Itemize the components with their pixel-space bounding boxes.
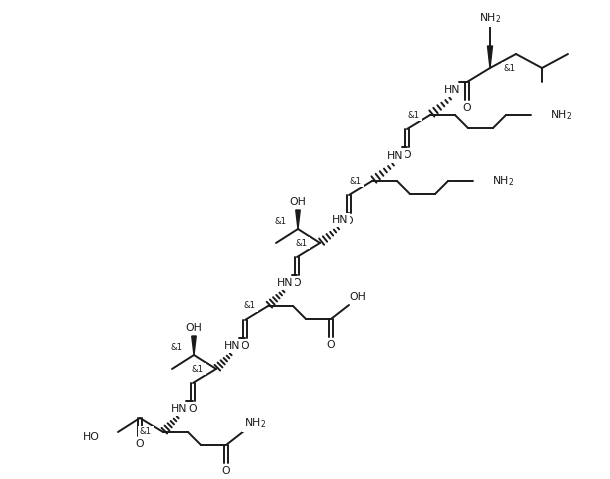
Text: OH: OH — [290, 197, 306, 207]
Text: O: O — [345, 216, 353, 226]
Text: HN: HN — [387, 151, 403, 161]
Polygon shape — [296, 210, 300, 229]
Text: &1: &1 — [350, 176, 362, 185]
Text: OH: OH — [185, 323, 203, 333]
Text: NH$_2$: NH$_2$ — [479, 11, 501, 25]
Text: &1: &1 — [504, 64, 516, 72]
Text: &1: &1 — [140, 427, 152, 436]
Text: O: O — [463, 103, 472, 113]
Text: &1: &1 — [244, 301, 256, 310]
Polygon shape — [192, 336, 196, 355]
Polygon shape — [487, 46, 492, 68]
Text: &1: &1 — [296, 239, 308, 248]
Text: &1: &1 — [275, 217, 287, 227]
Text: NH$_2$: NH$_2$ — [492, 174, 514, 188]
Text: &1: &1 — [408, 111, 420, 119]
Text: O: O — [293, 278, 301, 288]
Text: O: O — [241, 341, 249, 351]
Text: HN: HN — [277, 278, 293, 288]
Text: NH$_2$: NH$_2$ — [244, 416, 266, 430]
Text: HN: HN — [443, 85, 461, 95]
Text: O: O — [327, 340, 336, 350]
Text: HN: HN — [171, 404, 187, 414]
Text: O: O — [403, 150, 411, 160]
Text: OH: OH — [349, 292, 366, 302]
Text: O: O — [221, 466, 231, 476]
Text: HO: HO — [83, 432, 100, 442]
Text: &1: &1 — [171, 343, 183, 353]
Text: NH$_2$: NH$_2$ — [550, 108, 572, 122]
Text: O: O — [188, 404, 197, 414]
Text: &1: &1 — [192, 365, 204, 374]
Text: O: O — [135, 439, 145, 449]
Text: HN: HN — [224, 341, 240, 351]
Text: HN: HN — [332, 215, 348, 225]
